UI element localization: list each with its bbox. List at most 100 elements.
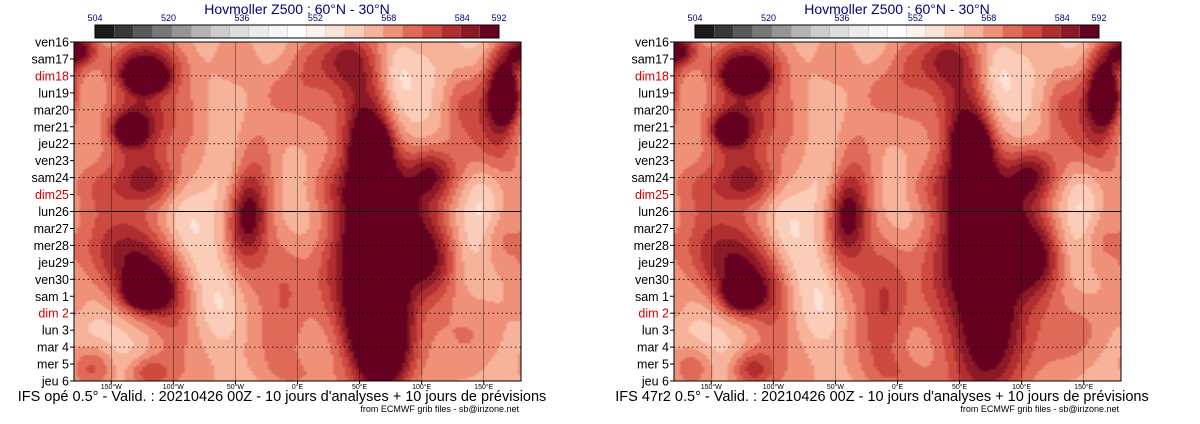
colorbar-tick-label: 592 bbox=[491, 13, 506, 23]
y-tick-label: dim18 bbox=[35, 69, 69, 83]
colorbar-swatch bbox=[421, 24, 442, 39]
y-tick-label: ven16 bbox=[35, 36, 69, 50]
chart-credit: from ECMWF grib files - sb@irizone.net bbox=[960, 404, 1119, 414]
chart-credit: from ECMWF grib files - sb@irizone.net bbox=[360, 404, 519, 414]
y-tick-label: dim25 bbox=[635, 188, 669, 202]
x-axis: 150°W 100°W 50°W 0°E 50°E 100°E 150°E bbox=[701, 381, 1094, 391]
y-tick-label: jeu29 bbox=[37, 256, 69, 270]
y-axis: ven16 sam17 dim18 lun19 mar20 mer21 jeu22 ven23… bbox=[631, 36, 674, 389]
colorbar-swatch bbox=[152, 24, 173, 39]
colorbar-swatch bbox=[887, 24, 908, 39]
colorbar-swatch bbox=[479, 24, 500, 39]
y-tick-label: sam24 bbox=[31, 171, 69, 185]
x-tick-label: 50°E bbox=[352, 383, 368, 391]
colorbar-swatch bbox=[829, 24, 850, 39]
y-tick-label: ven16 bbox=[635, 36, 669, 50]
y-tick-label: sam 1 bbox=[35, 290, 69, 304]
y-tick-label: mar 4 bbox=[637, 341, 669, 355]
colorbar-swatch bbox=[210, 24, 231, 39]
colorbar-swatch bbox=[752, 24, 773, 39]
colorbar-frame bbox=[94, 24, 500, 39]
chart-title: Hovmoller Z500 : 60°N - 30°N bbox=[804, 1, 990, 17]
y-tick-label: mer21 bbox=[34, 120, 69, 134]
colorbar-swatch bbox=[306, 24, 327, 39]
y-tick-label: lun19 bbox=[38, 86, 69, 100]
y-tick-label: dim 2 bbox=[38, 307, 69, 321]
x-tick-label: 100°E bbox=[412, 383, 431, 391]
x-tick-label: 150°W bbox=[701, 383, 722, 391]
y-tick-label: dim18 bbox=[635, 69, 669, 83]
y-tick-label: mar27 bbox=[634, 222, 669, 236]
colorbar-swatch bbox=[402, 24, 423, 39]
colorbar-swatch bbox=[1021, 24, 1042, 39]
y-tick-label: mer28 bbox=[34, 239, 69, 253]
colorbar-swatch bbox=[229, 24, 250, 39]
colorbar-swatch bbox=[867, 24, 888, 39]
colorbar-frame bbox=[694, 24, 1100, 39]
y-tick-label: lun26 bbox=[638, 205, 669, 219]
y-tick-label: mar 4 bbox=[37, 341, 69, 355]
chart-caption: IFS 47r2 0.5° - Valid. : 20210426 00Z - … bbox=[615, 389, 1148, 405]
colorbar-tick-label: 536 bbox=[834, 13, 849, 23]
colorbar-swatch bbox=[1060, 24, 1081, 39]
y-tick-label: sam24 bbox=[631, 171, 669, 185]
colorbar-tick-label: 504 bbox=[687, 13, 702, 23]
y-tick-label: ven23 bbox=[635, 154, 669, 168]
colorbar-tick-label: 552 bbox=[908, 13, 923, 23]
colorbar-swatch bbox=[441, 24, 461, 39]
colorbar-swatch bbox=[460, 24, 481, 39]
y-tick-label: mer21 bbox=[634, 120, 669, 134]
colorbar-swatch bbox=[714, 24, 734, 39]
colorbar-swatch bbox=[733, 24, 754, 39]
y-tick-label: mer 5 bbox=[637, 358, 669, 372]
colorbar-swatch bbox=[364, 24, 385, 39]
colorbar-swatch bbox=[848, 24, 869, 39]
y-tick-label: mar20 bbox=[34, 103, 69, 117]
colorbar-swatch bbox=[114, 24, 134, 39]
colorbar-swatch bbox=[791, 24, 811, 39]
hovmoller-chart-ifs-ope: Hovmoller Z500 : 60°N - 30°N 504 520 536 552… bbox=[18, 1, 547, 414]
colorbar-tick-label: 584 bbox=[455, 13, 470, 23]
x-tick-label: 100°W bbox=[763, 383, 784, 391]
colorbar-tick-label: 520 bbox=[761, 13, 776, 23]
y-tick-label: ven30 bbox=[635, 273, 669, 287]
colorbar-swatch bbox=[344, 24, 365, 39]
colorbar-tick-label: 520 bbox=[161, 13, 176, 23]
colorbar-swatch bbox=[287, 24, 308, 39]
colorbar-swatch bbox=[1041, 24, 1061, 39]
hovmoller-panel-ifs-47r2: Hovmoller Z500 : 60°N - 30°N 504 520 536 552… bbox=[600, 0, 1200, 424]
x-tick-label: 0°E bbox=[892, 383, 904, 391]
colorbar-swatch bbox=[983, 24, 1004, 39]
colorbar-swatch bbox=[94, 24, 115, 39]
colorbar-swatch bbox=[906, 24, 927, 39]
x-tick-label: 0°E bbox=[292, 383, 304, 391]
y-tick-label: jeu 6 bbox=[41, 375, 69, 389]
x-tick-label: 50°W bbox=[827, 383, 845, 391]
y-tick-label: mar20 bbox=[634, 103, 669, 117]
y-tick-label: sam17 bbox=[31, 52, 69, 66]
x-tick-label: 50°E bbox=[952, 383, 968, 391]
colorbar-tick-label: 504 bbox=[87, 13, 102, 23]
y-tick-label: ven23 bbox=[35, 154, 69, 168]
y-tick-label: dim 2 bbox=[638, 307, 669, 321]
y-tick-label: mar27 bbox=[34, 222, 69, 236]
chart-caption: IFS opé 0.5° - Valid. : 20210426 00Z - 1… bbox=[18, 389, 547, 405]
colorbar-swatch bbox=[383, 24, 404, 39]
colorbar-tick-label: 568 bbox=[981, 13, 996, 23]
hovmoller-panel-ifs-ope: Hovmoller Z500 : 60°N - 30°N 504 520 536 552… bbox=[18, 1, 547, 414]
colorbar: 504 520 536 552 568 584 592 bbox=[687, 13, 1107, 39]
colorbar-swatch bbox=[1079, 24, 1100, 39]
colorbar-swatch bbox=[964, 24, 985, 39]
y-axis: ven16 sam17 dim18 lun19 mar20 mer21 jeu22 ven23… bbox=[31, 36, 74, 389]
colorbar-tick-label: 584 bbox=[1055, 13, 1070, 23]
y-tick-label: lun19 bbox=[638, 86, 669, 100]
colorbar-swatch bbox=[771, 24, 792, 39]
colorbar-tick-label: 536 bbox=[234, 13, 249, 23]
colorbar-swatch bbox=[944, 24, 965, 39]
colorbar-swatch bbox=[325, 24, 346, 39]
colorbar-tick-label: 592 bbox=[1091, 13, 1106, 23]
x-tick-label: 100°W bbox=[163, 383, 184, 391]
y-tick-label: sam17 bbox=[631, 52, 669, 66]
colorbar-swatch bbox=[694, 24, 715, 39]
y-tick-label: lun 3 bbox=[42, 324, 69, 338]
